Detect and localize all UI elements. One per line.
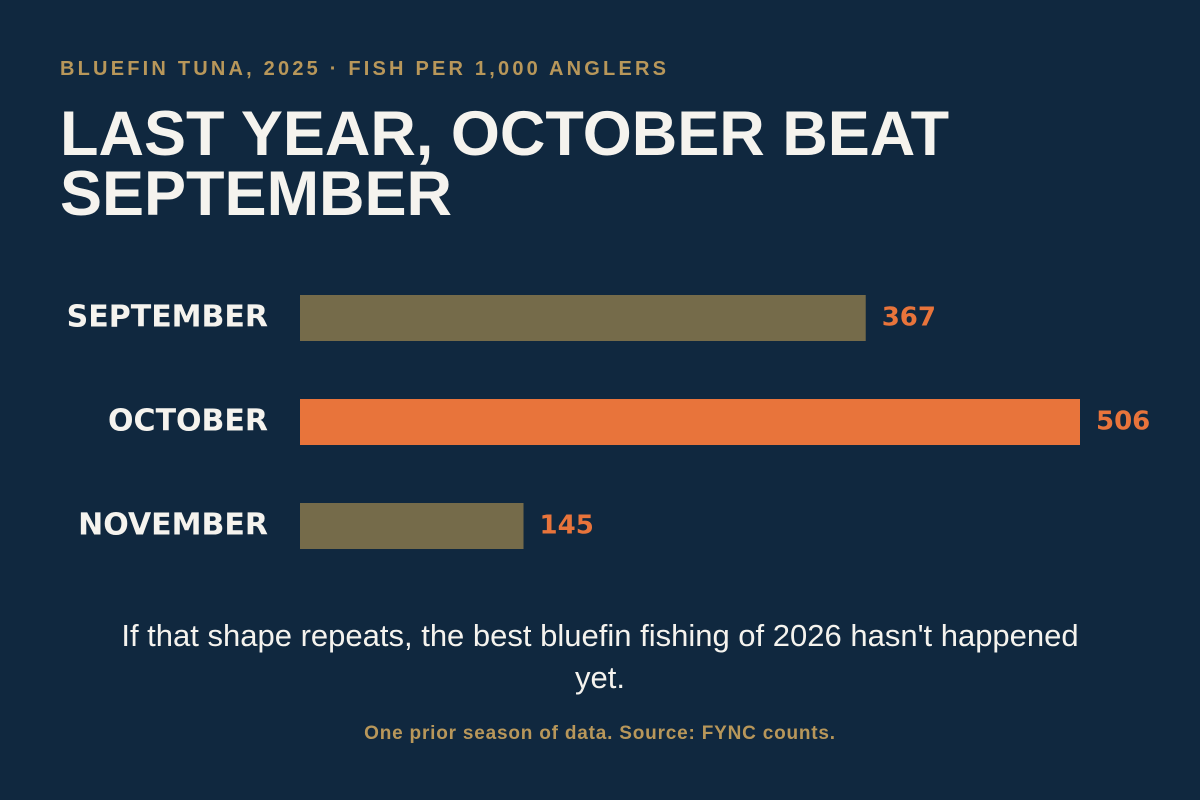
chart: SEPTEMBER 367 OCTOBER 506 NOVEMBER 145 [67,295,1150,549]
category-label: OCTOBER [108,404,268,439]
value-label: 506 [1096,407,1150,437]
bar [300,503,524,549]
bar [300,399,1080,445]
title: LAST YEAR, OCTOBER BEAT SEPTEMBER [60,99,950,229]
value-label: 145 [540,511,594,541]
bar [300,295,866,341]
caption: If that shape repeats, the best bluefin … [121,618,1079,695]
subtitle: BLUEFIN TUNA, 2025 · FISH PER 1,000 ANGL… [60,58,670,80]
category-label: SEPTEMBER [67,300,268,335]
value-label: 367 [882,303,936,333]
category-label: NOVEMBER [78,508,268,543]
note: One prior season of data. Source: FYNC c… [364,723,836,744]
